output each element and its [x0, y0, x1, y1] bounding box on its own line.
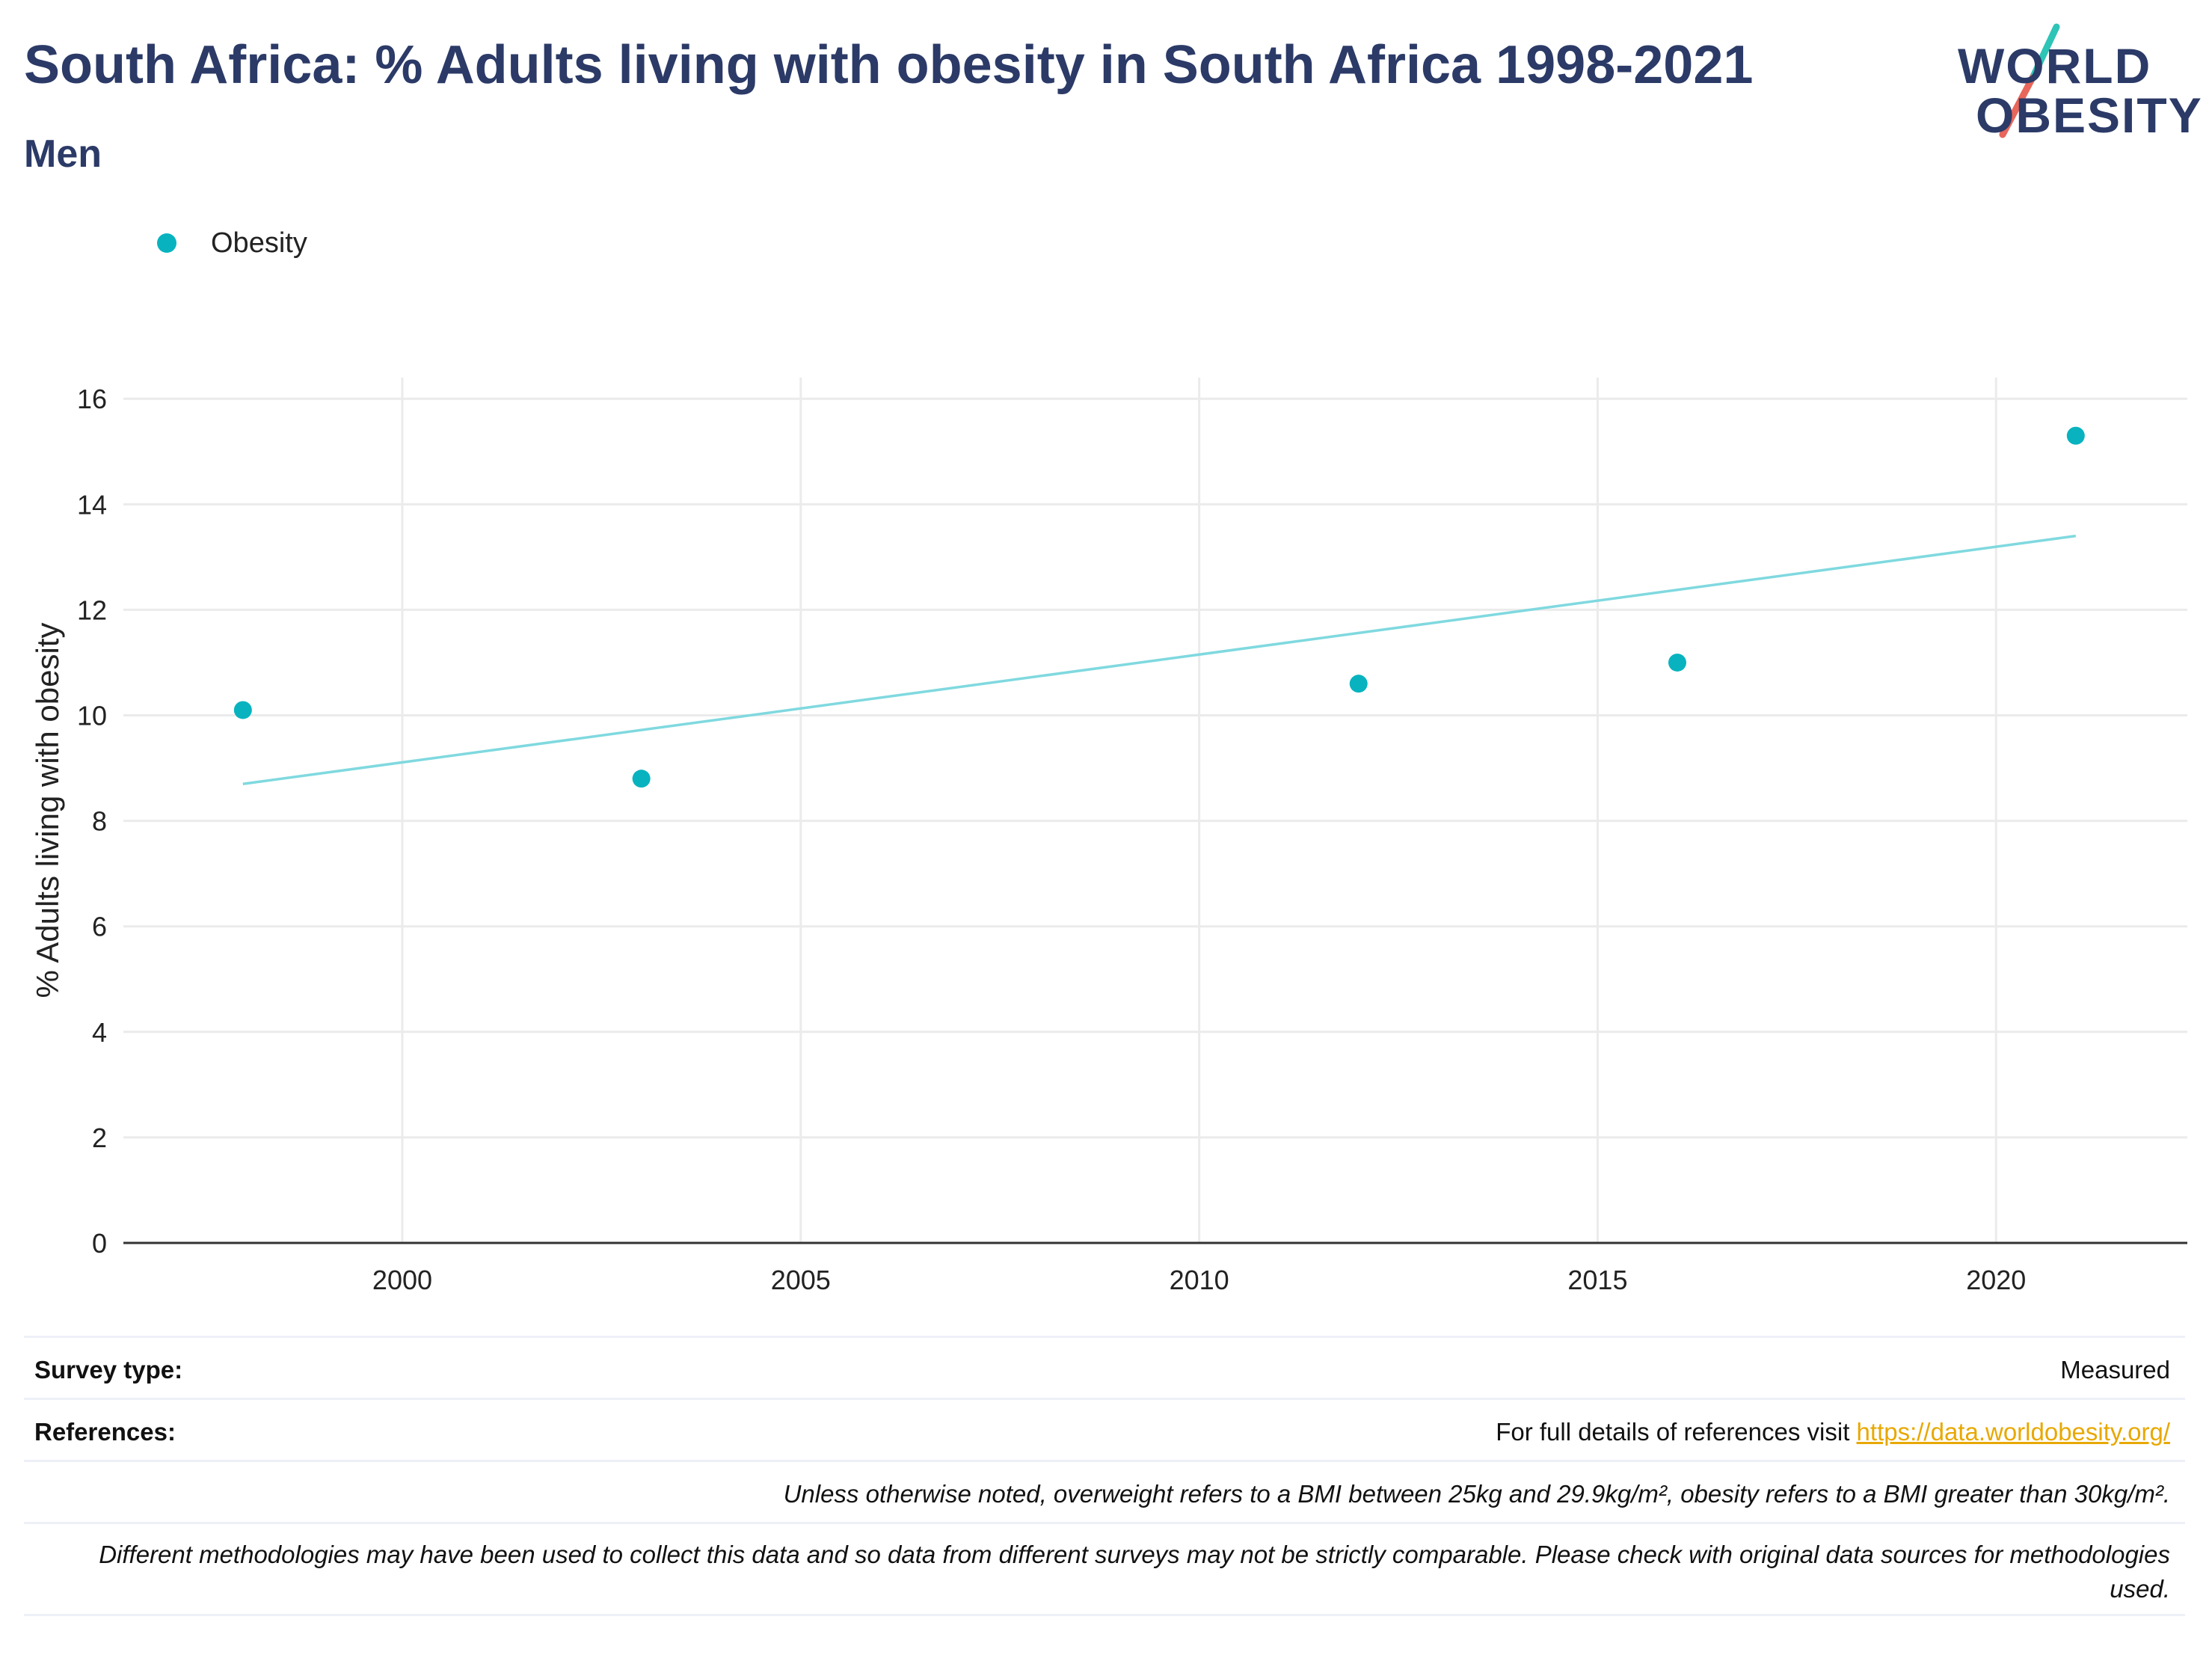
- methodology-note-row: Different methodologies may have been us…: [24, 1522, 2185, 1616]
- data-point: [2066, 426, 2085, 445]
- chart-title: South Africa: % Adults living with obesi…: [24, 35, 1754, 95]
- y-tick-label: 8: [92, 806, 107, 837]
- x-tick-label: 2005: [771, 1265, 831, 1295]
- x-tick-label: 2010: [1170, 1265, 1229, 1295]
- scatter-chart: 2000 2005 2010 2015 2020 0 2 4 6 8 10 12 14 16 % Adu…: [30, 378, 2187, 1295]
- y-tick-label: 0: [92, 1228, 107, 1259]
- bmi-note: Unless otherwise noted, overweight refer…: [783, 1480, 2170, 1508]
- data-point: [1668, 653, 1686, 672]
- trendline-group: [242, 534, 2077, 785]
- data-point: [1349, 675, 1368, 693]
- survey-type-value: Measured: [2060, 1356, 2170, 1384]
- chart-subtitle: Men: [24, 132, 102, 176]
- methodology-note: Different methodologies may have been us…: [99, 1541, 2170, 1603]
- references-row: References: For full details of referenc…: [24, 1398, 2185, 1460]
- logo-text-world: WORLD: [1958, 38, 2152, 93]
- y-tick-label: 2: [92, 1123, 107, 1153]
- y-tick-label: 10: [77, 701, 107, 731]
- x-axis-ticks: 2000 2005 2010 2015 2020: [372, 1265, 2026, 1295]
- y-tick-label: 12: [77, 595, 107, 625]
- references-link[interactable]: https://data.worldobesity.org/: [1856, 1418, 2170, 1446]
- y-tick-label: 6: [92, 912, 107, 942]
- legend: Obesity: [157, 224, 307, 262]
- y-axis-ticks: 0 2 4 6 8 10 12 14 16: [77, 384, 107, 1259]
- y-tick-label: 14: [77, 489, 107, 520]
- y-axis-label: % Adults living with obesity: [30, 623, 65, 998]
- world-obesity-logo: WORLD OBESITY: [1952, 22, 2202, 157]
- y-tick-label: 4: [92, 1017, 107, 1048]
- survey-type-row: Survey type: Measured: [24, 1336, 2185, 1398]
- logo-text-obesity: OBESITY: [1976, 87, 2203, 143]
- y-tick-label: 16: [77, 384, 107, 414]
- data-point: [632, 770, 651, 788]
- data-point: [233, 701, 252, 719]
- references-value: For full details of references visit htt…: [1496, 1418, 2170, 1446]
- survey-type-label: Survey type:: [34, 1356, 183, 1384]
- legend-marker: [157, 233, 176, 253]
- bmi-note-row: Unless otherwise noted, overweight refer…: [24, 1460, 2185, 1522]
- x-tick-label: 2020: [1966, 1265, 2026, 1295]
- axis-labels: % Adults living with obesity: [30, 623, 65, 998]
- references-text: For full details of references visit: [1496, 1418, 1857, 1446]
- chart-footer: Survey type: Measured References: For fu…: [24, 1336, 2185, 1616]
- logo-slash-icon: [1999, 23, 2060, 138]
- legend-label-obesity: Obesity: [211, 227, 307, 259]
- x-tick-label: 2000: [372, 1265, 432, 1295]
- data-points: [233, 426, 2085, 788]
- chart-gridlines: [123, 378, 2187, 1244]
- references-label: References:: [34, 1418, 176, 1446]
- x-tick-label: 2015: [1567, 1265, 1627, 1295]
- trendline: [242, 534, 2077, 785]
